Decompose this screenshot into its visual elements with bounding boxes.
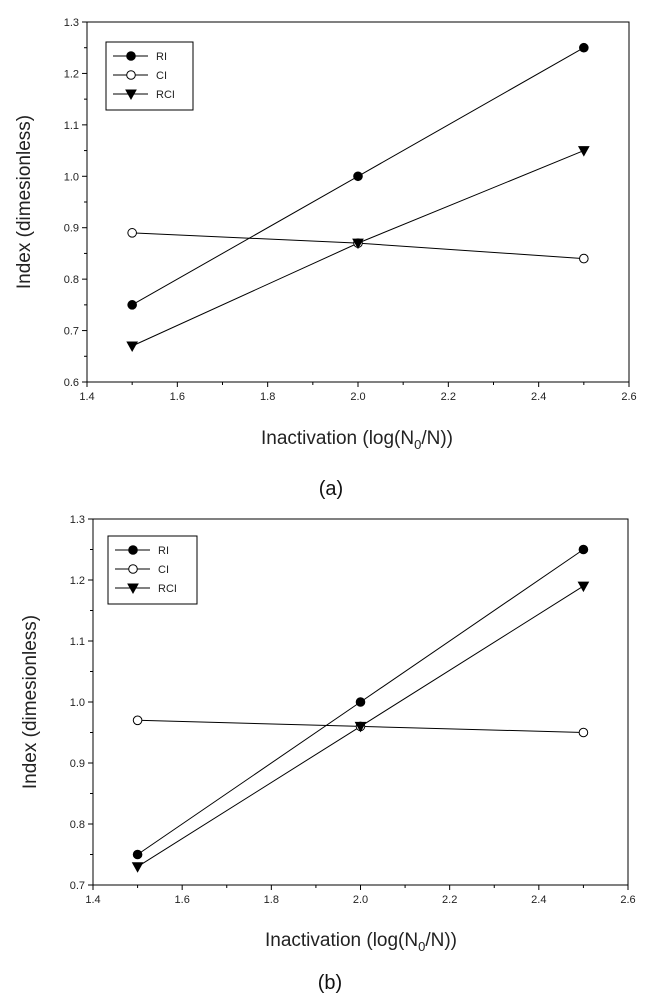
data-point-ci (579, 253, 589, 264)
legend: RI CI RCI (115, 545, 177, 595)
legend-marker-rci (127, 583, 139, 595)
data-point-ci (132, 715, 143, 726)
x-tick-label: 1.6 (175, 894, 190, 906)
y-tick-label: 0.8 (70, 819, 85, 831)
marks-layer: 1.4 1.6 1.8 2.0 2.2 2.4 2.6 0.7 0.8 0.9 1.0 1.1 1.2 1… (70, 514, 636, 906)
data-point-ri (579, 42, 589, 53)
y-tick-label: 1.1 (64, 120, 79, 132)
legend-marker-ri (128, 545, 138, 555)
data-point-rci (354, 721, 367, 733)
legend-box (107, 535, 198, 605)
x-tick-label: 2.6 (620, 894, 635, 906)
marks-layer: 1.4 1.6 1.8 2.0 2.2 2.4 2.6 0.6 0.7 0.8 0.9 1.0 1.1 1… (64, 17, 637, 403)
y-tick-label: 0.7 (64, 326, 79, 338)
x-tick-label: 1.6 (170, 391, 185, 403)
y-tick-label: 0.7 (70, 880, 85, 892)
y-tick-label: 1.1 (70, 636, 85, 648)
x-tick-label: 2.2 (441, 391, 456, 403)
y-tick-label: 0.9 (64, 223, 79, 235)
x-tick-label: 1.4 (79, 391, 94, 403)
y-tick-label: 1.0 (64, 171, 79, 183)
data-point-rci (352, 238, 364, 250)
x-tick-label: 2.4 (531, 894, 546, 906)
x-tick-label: 1.8 (260, 391, 275, 403)
y-tick-label: 0.8 (64, 274, 79, 286)
legend-label-rci: RCI (158, 583, 177, 595)
x-tick-label: 2.0 (353, 894, 368, 906)
x-tick-label: 2.2 (442, 894, 457, 906)
legend-box (105, 41, 194, 111)
y-tick-label: 1.2 (64, 68, 79, 80)
data-point-ri (353, 171, 363, 182)
data-point-rci (126, 341, 139, 353)
x-tick-label: 1.4 (85, 894, 100, 906)
data-point-rci (131, 862, 144, 873)
x-axis-title: Inactivation (log(N0/N)) (261, 428, 453, 452)
x-axis-title: Inactivation (log(N0/N)) (265, 930, 457, 954)
legend-label-ci: CI (158, 564, 169, 576)
x-tick-label: 2.4 (531, 391, 546, 403)
x-tick-label: 1.8 (264, 894, 279, 906)
data-point-ri (132, 849, 143, 860)
data-point-ci (127, 228, 137, 238)
x-tick-label: 2.0 (350, 391, 365, 403)
legend-marker-ci (126, 70, 136, 80)
y-tick-label: 1.3 (64, 17, 79, 29)
legend-label-ri: RI (156, 51, 167, 63)
y-tick-label: 0.9 (70, 758, 85, 770)
legend: RI CI RCI (113, 51, 175, 101)
data-point-ci (578, 727, 589, 738)
y-axis-title: Index (dimesionless) (20, 615, 41, 789)
legend-label-rci: RCI (156, 89, 175, 101)
y-axis-title: Index (dimesionless) (14, 115, 35, 289)
chart-panel-a: 1.4 1.6 1.8 2.0 2.2 2.4 2.6 0.6 0.7 0.8 0.9 1.0 1.1 1… (14, 17, 637, 500)
data-point-rci (577, 146, 590, 157)
legend-marker-ri (126, 51, 136, 61)
y-tick-label: 1.3 (70, 514, 85, 526)
chart-panel-b: 1.4 1.6 1.8 2.0 2.2 2.4 2.6 0.7 0.8 0.9 1.0 1.1 1.2 1… (20, 514, 636, 994)
legend-marker-rci (125, 89, 137, 101)
y-tick-label: 1.0 (70, 697, 85, 709)
data-point-ri (355, 697, 366, 707)
panel-label: (b) (318, 972, 342, 994)
data-point-rci (577, 581, 590, 593)
data-point-ri (578, 544, 589, 555)
x-tick-label: 2.6 (621, 391, 636, 403)
legend-marker-ci (128, 564, 138, 574)
data-point-ri (127, 300, 137, 310)
y-tick-label: 0.6 (64, 377, 79, 389)
y-tick-label: 1.2 (70, 575, 85, 587)
legend-label-ri: RI (158, 545, 169, 557)
panel-label: (a) (319, 478, 343, 500)
legend-label-ci: CI (156, 70, 167, 82)
